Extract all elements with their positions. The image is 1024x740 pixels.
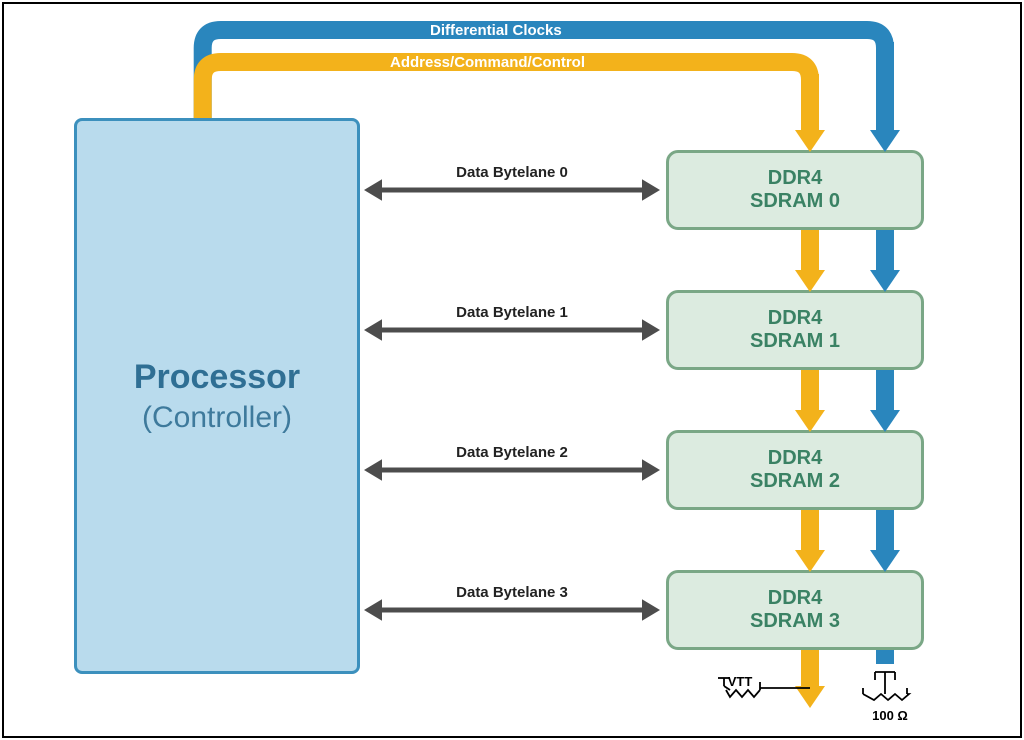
sdram-3: DDR4 SDRAM 3: [666, 570, 924, 650]
processor-block: Processor (Controller): [74, 118, 360, 674]
clock-bus-label: Differential Clocks: [430, 22, 562, 39]
data-lane-2-label: Data Bytelane 2: [432, 444, 592, 461]
sdram-1: DDR4 SDRAM 1: [666, 290, 924, 370]
sdram-2-line1: DDR4: [768, 447, 822, 470]
sdram-0-line1: DDR4: [768, 167, 822, 190]
processor-subtitle: (Controller): [142, 401, 292, 435]
processor-title: Processor: [134, 358, 300, 397]
sdram-0: DDR4 SDRAM 0: [666, 150, 924, 230]
sdram-2: DDR4 SDRAM 2: [666, 430, 924, 510]
sdram-1-line1: DDR4: [768, 307, 822, 330]
sdram-1-line2: SDRAM 1: [750, 330, 840, 353]
data-lane-1-label: Data Bytelane 1: [432, 304, 592, 321]
vtt-label: VTT: [720, 674, 760, 689]
sdram-0-line2: SDRAM 0: [750, 190, 840, 213]
data-lane-0-label: Data Bytelane 0: [432, 164, 592, 181]
sdram-2-line2: SDRAM 2: [750, 470, 840, 493]
addr-bus-label: Address/Command/Control: [390, 54, 585, 71]
sdram-3-line1: DDR4: [768, 587, 822, 610]
data-lane-3-label: Data Bytelane 3: [432, 584, 592, 601]
sdram-3-line2: SDRAM 3: [750, 610, 840, 633]
r100-label: 100 Ω: [866, 708, 914, 723]
